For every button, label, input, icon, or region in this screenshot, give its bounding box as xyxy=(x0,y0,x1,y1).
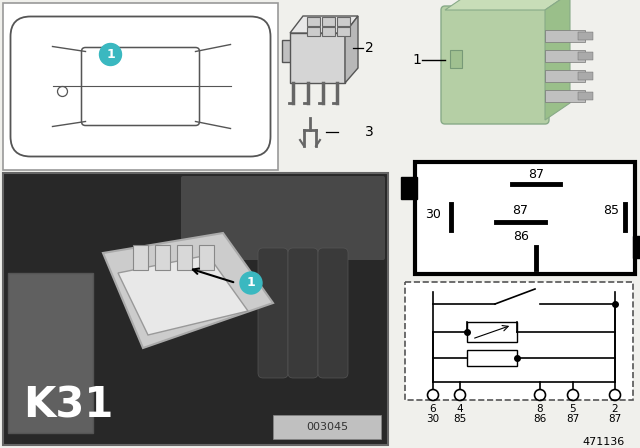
Bar xyxy=(273,415,381,439)
Bar xyxy=(401,177,417,199)
Bar xyxy=(467,322,517,342)
Bar xyxy=(8,273,93,433)
Bar xyxy=(467,350,517,366)
Bar xyxy=(578,32,593,40)
Bar xyxy=(578,52,593,60)
FancyBboxPatch shape xyxy=(10,17,271,156)
Text: 86: 86 xyxy=(533,414,547,424)
Bar xyxy=(633,236,640,258)
Bar xyxy=(545,90,585,102)
Text: 6: 6 xyxy=(429,404,436,414)
Bar xyxy=(405,282,633,400)
FancyBboxPatch shape xyxy=(181,176,385,260)
Circle shape xyxy=(240,272,262,294)
Bar xyxy=(415,162,635,274)
Text: 87: 87 xyxy=(609,414,621,424)
Polygon shape xyxy=(345,16,358,83)
Circle shape xyxy=(99,43,122,65)
Text: 3: 3 xyxy=(365,125,374,139)
Bar xyxy=(282,40,294,62)
Polygon shape xyxy=(545,0,570,120)
Bar xyxy=(290,33,345,83)
Bar xyxy=(450,50,462,68)
Text: 85: 85 xyxy=(603,203,619,216)
Text: 003045: 003045 xyxy=(306,422,348,432)
FancyBboxPatch shape xyxy=(321,27,335,36)
Text: 4: 4 xyxy=(457,404,463,414)
FancyBboxPatch shape xyxy=(441,6,549,124)
Polygon shape xyxy=(445,0,570,10)
Bar xyxy=(545,70,585,82)
Polygon shape xyxy=(290,16,358,33)
Text: 87: 87 xyxy=(566,414,580,424)
Bar xyxy=(545,50,585,62)
FancyBboxPatch shape xyxy=(321,17,335,26)
Text: K31: K31 xyxy=(23,384,113,426)
Polygon shape xyxy=(118,255,248,335)
Bar xyxy=(578,72,593,80)
Text: 87: 87 xyxy=(528,168,544,181)
Bar xyxy=(155,245,170,270)
Bar xyxy=(199,245,214,270)
FancyBboxPatch shape xyxy=(337,17,349,26)
Text: 8: 8 xyxy=(537,404,543,414)
Text: 86: 86 xyxy=(513,231,529,244)
Text: 1: 1 xyxy=(246,276,255,289)
FancyBboxPatch shape xyxy=(307,27,319,36)
Bar xyxy=(3,3,278,170)
Bar xyxy=(545,30,585,42)
Text: 2: 2 xyxy=(612,404,618,414)
Bar xyxy=(133,245,148,270)
Bar xyxy=(177,245,192,270)
Text: 5: 5 xyxy=(570,404,576,414)
FancyBboxPatch shape xyxy=(337,27,349,36)
FancyBboxPatch shape xyxy=(318,248,348,378)
FancyBboxPatch shape xyxy=(288,248,318,378)
Text: 471136: 471136 xyxy=(583,437,625,447)
Text: 87: 87 xyxy=(513,203,529,216)
Text: 1: 1 xyxy=(412,53,421,67)
Text: 30: 30 xyxy=(426,414,440,424)
Bar xyxy=(3,173,388,445)
FancyBboxPatch shape xyxy=(258,248,288,378)
Text: 30: 30 xyxy=(425,207,441,220)
Polygon shape xyxy=(103,233,273,348)
Text: 2: 2 xyxy=(365,41,374,55)
Bar xyxy=(578,92,593,100)
FancyBboxPatch shape xyxy=(307,17,319,26)
Text: 85: 85 xyxy=(453,414,467,424)
Text: 1: 1 xyxy=(106,48,115,61)
FancyBboxPatch shape xyxy=(81,47,200,125)
